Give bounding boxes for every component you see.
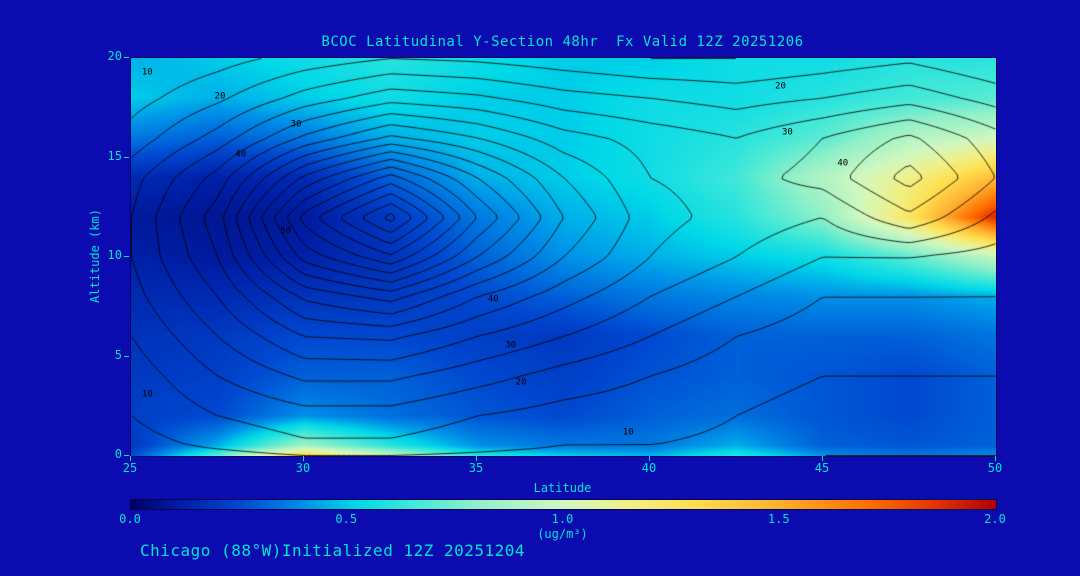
x-tick-label: 45 xyxy=(814,461,830,475)
x-tick-mark xyxy=(476,456,477,461)
contour-inline-label: 20 xyxy=(214,91,226,102)
contour-inline-label: 20 xyxy=(775,81,786,92)
colorbar-tick-label: 1.0 xyxy=(551,512,574,526)
colorbar-tick-label: 2.0 xyxy=(984,512,1006,526)
y-tick-label: 5 xyxy=(114,347,122,362)
x-tick-mark xyxy=(995,456,996,461)
y-tick-label: 15 xyxy=(107,148,122,163)
y-tick-label: 10 xyxy=(107,248,122,262)
contour-inline-label: 20 xyxy=(515,377,527,388)
contour-inline-label: 50 xyxy=(280,226,292,237)
y-tick-mark xyxy=(124,57,129,58)
x-tick-label: 35 xyxy=(468,461,484,475)
colorbar xyxy=(130,499,997,510)
x-tick-mark xyxy=(649,456,650,461)
contour-inline-label: 40 xyxy=(235,149,247,159)
y-tick-mark xyxy=(124,355,129,357)
chart-title: BCOC Latitudinal Y-Section 48hr Fx Valid… xyxy=(321,34,804,50)
colorbar-tick-label: 0.0 xyxy=(119,512,141,526)
contour-inline-label: 40 xyxy=(487,294,499,305)
contour-inline-label: 10 xyxy=(622,427,634,438)
x-tick-mark xyxy=(130,456,131,461)
x-axis-label: Latitude xyxy=(533,481,592,495)
x-tick-label: 50 xyxy=(987,461,1003,475)
y-tick-mark xyxy=(124,455,129,456)
contour-inline-label: 40 xyxy=(837,158,849,169)
x-tick-label: 40 xyxy=(641,461,657,475)
heatmap-plot-canvas xyxy=(130,57,997,457)
colorbar-unit-label: (ug/m³) xyxy=(537,527,588,541)
y-tick-label: 0 xyxy=(114,447,122,461)
contour-inline-label: 10 xyxy=(141,389,153,400)
x-tick-mark xyxy=(303,456,304,461)
contour-inline-label: 10 xyxy=(141,67,153,78)
contour-inline-label: 30 xyxy=(505,340,517,351)
y-tick-mark xyxy=(124,256,129,257)
x-tick-label: 25 xyxy=(122,461,138,475)
contour-inline-label: 30 xyxy=(290,119,302,130)
x-tick-label: 30 xyxy=(295,461,311,475)
x-tick-mark xyxy=(822,456,823,461)
colorbar-tick-label: 0.5 xyxy=(335,512,358,526)
contour-inline-label: 30 xyxy=(781,127,793,138)
y-tick-label: 20 xyxy=(107,49,122,63)
footer-init-text: Chicago (88°W)Initialized 12Z 20251204 xyxy=(140,541,526,560)
y-tick-mark xyxy=(124,156,129,158)
colorbar-tick-label: 1.5 xyxy=(767,512,790,526)
